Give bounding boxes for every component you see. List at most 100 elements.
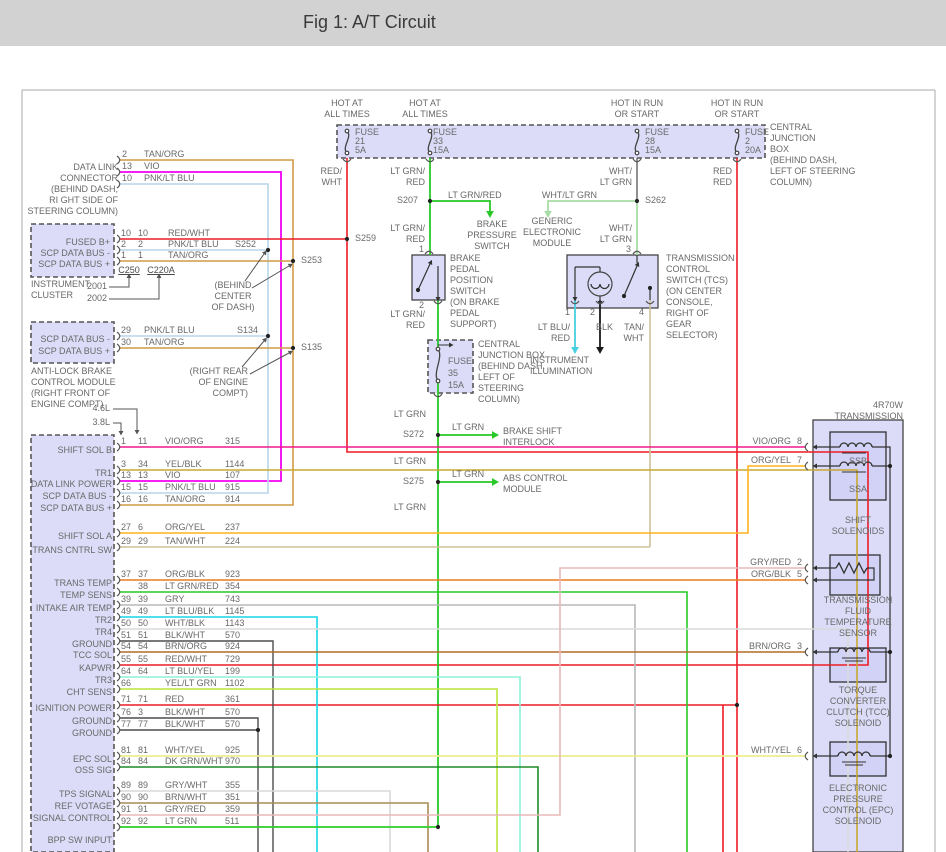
data-link-connector-p1: 2 bbox=[122, 149, 128, 159]
pcm-connector-circ: 511 bbox=[225, 816, 240, 826]
pin-bracket bbox=[116, 647, 121, 657]
splice-s262: S262 bbox=[645, 195, 667, 205]
epc-solenoid-label: CONTROL (EPC) bbox=[822, 805, 894, 815]
hot-at-all-times-1: ALL TIMES bbox=[324, 109, 370, 119]
hot-at-all-times-2: ALL TIMES bbox=[402, 109, 448, 119]
shift-solenoids-label: SOLENOIDS bbox=[831, 526, 885, 536]
pin-bracket bbox=[116, 672, 121, 682]
fuse33-label: FUSE bbox=[433, 127, 458, 137]
tcs-label: (ON CENTER bbox=[666, 286, 722, 296]
pin-bracket bbox=[116, 179, 121, 189]
pcm-connector-p2: 77 bbox=[138, 719, 149, 729]
pcm-connector-circ: 743 bbox=[225, 594, 241, 604]
ssa-label: SSA bbox=[848, 484, 867, 494]
fuse2-label: 20A bbox=[745, 145, 762, 155]
wire-oss-sig bbox=[120, 766, 539, 852]
splice-dot bbox=[435, 432, 441, 438]
year-2002: 2002 bbox=[86, 293, 107, 303]
pcm-connector-color: ORG/BLK bbox=[165, 569, 206, 579]
pcm-connector-p2: 6 bbox=[138, 522, 144, 532]
figure-title: Fig 1: A/T Circuit bbox=[303, 12, 436, 32]
dlc-label: RI GHT SIDE OF bbox=[49, 195, 118, 205]
wire-ltgrn-branch1: LT GRN bbox=[452, 422, 485, 432]
pcm-connector-p1: 1 bbox=[121, 436, 127, 446]
brake-pressure-switch-label: BRAKE bbox=[476, 219, 508, 229]
pcm-connector-circ: 970 bbox=[225, 756, 241, 766]
splice-s259: S259 bbox=[355, 233, 377, 243]
arrowhead bbox=[812, 649, 817, 655]
arrow-2001 bbox=[109, 278, 130, 288]
pcm-connector-circ: 361 bbox=[225, 694, 241, 704]
wire-ltgrn-red-2: RED bbox=[405, 234, 425, 244]
pin-bracket bbox=[116, 167, 121, 177]
data-link-connector-p1: 13 bbox=[122, 161, 133, 171]
fuse2-label: 2 bbox=[745, 136, 751, 146]
instrument-cluster-row-label: FUSED B+ bbox=[65, 237, 110, 247]
splice-s252: S252 bbox=[234, 239, 256, 249]
wire-ltgrn-red-3: RED bbox=[405, 320, 425, 330]
pcm-connector-p2: 89 bbox=[138, 780, 149, 790]
wire-vio-net bbox=[120, 171, 282, 482]
wire-temp-sens bbox=[120, 591, 688, 852]
connector-c250[interactable]: C250 bbox=[118, 265, 140, 275]
connector-c220a[interactable]: C220A bbox=[147, 265, 175, 275]
bpp-pin1: 1 bbox=[418, 244, 424, 254]
pcm-connector-p1: 81 bbox=[121, 745, 132, 755]
instrument-illumination-label: INSTRUMENT bbox=[530, 355, 589, 365]
cjb-label: JUNCTION bbox=[770, 133, 816, 143]
arrowhead bbox=[572, 297, 578, 302]
pcm-connector-p2: 49 bbox=[138, 606, 149, 616]
pcm-connector-p2: 11 bbox=[138, 436, 148, 446]
pcm-connector-p1: 55 bbox=[121, 654, 132, 664]
splice-dot bbox=[415, 287, 421, 293]
fuse-terminal bbox=[435, 378, 441, 384]
epc-solenoid-label: SOLENOID bbox=[834, 816, 882, 826]
pcm-connector-p2: 81 bbox=[138, 745, 149, 755]
data-link-connector-color: TAN/ORG bbox=[144, 149, 185, 159]
tcc-solenoid-label: CLUTCH (TCC) bbox=[826, 707, 890, 717]
pcm-connector-color: BLK/WHT bbox=[165, 719, 206, 729]
ssb-coil bbox=[839, 442, 873, 448]
wire-ltgrn: LT GRN bbox=[393, 409, 426, 419]
behind-center-of-dash: OF DASH) bbox=[211, 302, 255, 312]
pin-bracket bbox=[342, 158, 352, 163]
wire-wht-ltgrn: WHT/ bbox=[609, 166, 632, 176]
cjb2-label: LEFT OF bbox=[478, 372, 515, 382]
pin-bracket bbox=[116, 542, 121, 552]
pcm-connector-p1: 39 bbox=[121, 594, 132, 604]
wire-red: RED bbox=[712, 177, 732, 187]
pcm-connector-color: TAN/WHT bbox=[165, 536, 206, 546]
arrow-behind-center-1 bbox=[244, 253, 265, 282]
pcm-connector-color: GRY/RED bbox=[165, 804, 206, 814]
pcm-connector-circ: 729 bbox=[225, 654, 241, 664]
pcm-connector-circ: 1144 bbox=[225, 459, 245, 469]
arrow-2002 bbox=[109, 278, 160, 300]
epc-solenoid-box bbox=[829, 741, 887, 777]
fuse33-label: 33 bbox=[433, 136, 444, 146]
pin-bracket bbox=[116, 331, 121, 341]
data-link-connector-p1: 10 bbox=[122, 173, 133, 183]
cjb-label: COLUMN) bbox=[770, 177, 812, 187]
cjb-label: (BEHIND DASH, bbox=[770, 155, 838, 165]
instrument-illumination-label: ILLUMINATION bbox=[530, 366, 593, 376]
pin-bracket bbox=[804, 442, 809, 452]
pin-bracket bbox=[425, 158, 435, 163]
fuse28-label: 15A bbox=[645, 145, 662, 155]
tcs-lamp bbox=[587, 271, 613, 297]
wire-fuse21-redwht bbox=[120, 158, 869, 666]
splice-s272: S272 bbox=[402, 429, 424, 439]
pcm-connector-p2: 50 bbox=[138, 618, 149, 628]
pin-bracket bbox=[116, 798, 121, 808]
pin-bracket bbox=[804, 461, 809, 471]
pcm-connector-color: RED bbox=[165, 694, 185, 704]
abs-label: CONTROL MODULE bbox=[31, 377, 116, 387]
pcm-connector-color: LT BLU/YEL bbox=[165, 666, 215, 676]
tcs-label: CONSOLE, bbox=[666, 297, 713, 307]
tcc-solenoid-label: CONVERTER bbox=[829, 696, 887, 706]
instrument-cluster-color: RED/WHT bbox=[168, 228, 210, 238]
fuse-terminal bbox=[734, 150, 740, 156]
pcm-connector-circ: 237 bbox=[225, 522, 241, 532]
fuse35-element bbox=[435, 348, 441, 382]
splice-dot bbox=[427, 198, 433, 204]
